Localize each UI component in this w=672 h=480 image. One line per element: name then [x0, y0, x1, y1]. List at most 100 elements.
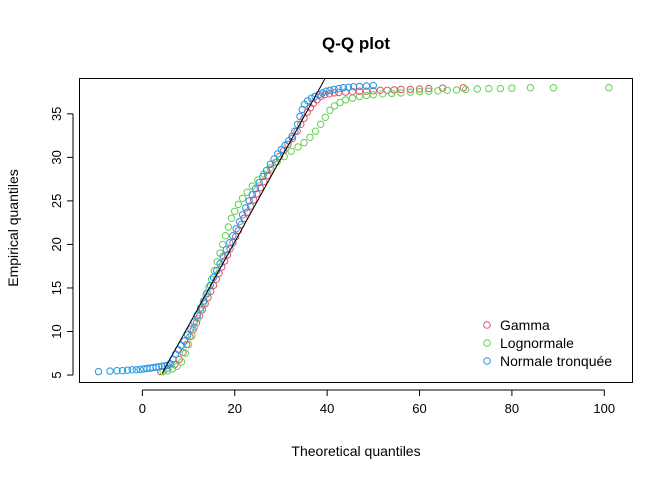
data-point	[132, 366, 141, 374]
data-point	[277, 145, 286, 154]
data-point	[188, 332, 196, 340]
data-point	[222, 246, 231, 254]
data-point	[322, 87, 330, 95]
data-point	[496, 84, 505, 93]
data-point	[266, 164, 274, 172]
x-tick-label: 0	[139, 401, 146, 416]
data-point	[318, 89, 327, 97]
legend-label: Lognormale	[500, 335, 574, 351]
data-point	[300, 114, 308, 122]
data-point	[304, 97, 312, 105]
data-point	[330, 102, 339, 110]
data-point	[274, 150, 282, 158]
data-point	[218, 263, 226, 271]
legend-marker	[483, 321, 491, 329]
data-point	[171, 360, 179, 369]
data-point	[311, 127, 320, 135]
data-point	[291, 127, 299, 135]
data-point	[259, 172, 267, 181]
data-point	[155, 363, 163, 371]
data-point	[335, 84, 343, 93]
data-point	[123, 366, 132, 374]
data-point	[321, 113, 329, 122]
data-point	[459, 84, 468, 92]
data-point	[248, 191, 257, 199]
data-point	[362, 91, 371, 100]
data-point	[235, 218, 244, 226]
data-point	[549, 84, 558, 92]
data-point	[177, 358, 186, 366]
data-point	[136, 365, 144, 374]
plot-area	[94, 79, 613, 376]
data-point	[326, 86, 334, 95]
data-point	[246, 202, 255, 210]
data-point	[203, 289, 211, 297]
data-point	[473, 85, 481, 93]
data-point	[234, 200, 243, 209]
data-point	[118, 367, 127, 375]
data-point	[238, 211, 247, 219]
data-point	[369, 91, 377, 99]
legend-label: Gamma	[500, 317, 550, 333]
y-axis-title: Empirical quantiles	[5, 169, 21, 287]
data-point	[240, 214, 248, 223]
data-point	[306, 133, 314, 142]
data-point	[250, 196, 258, 204]
data-point	[181, 349, 190, 357]
data-point	[128, 366, 136, 374]
y-tick-label: 15	[49, 281, 64, 295]
x-axis-title: Theoretical quantiles	[291, 443, 420, 459]
data-point	[219, 240, 227, 249]
data-point	[245, 197, 253, 205]
x-tick-label: 40	[320, 401, 334, 416]
y-tick-label: 25	[49, 194, 64, 208]
data-point	[229, 232, 237, 240]
data-point	[355, 92, 364, 101]
data-point	[210, 266, 219, 275]
data-point	[406, 85, 414, 94]
data-point	[190, 323, 199, 331]
data-point	[296, 112, 304, 121]
data-point	[425, 84, 433, 93]
data-point	[341, 96, 350, 104]
x-axis: 0 20 40 60 80 100	[139, 389, 615, 416]
y-tick-label: 30	[49, 150, 64, 164]
plot-border	[79, 78, 633, 383]
y-tick-label: 5	[49, 371, 64, 378]
y-tick-label: 35	[49, 107, 64, 121]
data-point	[485, 84, 493, 93]
data-point	[434, 87, 442, 95]
x-tick-label: 60	[412, 401, 426, 416]
data-point	[287, 147, 295, 156]
data-point	[183, 331, 192, 339]
data-point	[339, 84, 347, 92]
data-point	[362, 82, 371, 90]
data-point	[157, 367, 165, 376]
data-point	[443, 86, 451, 95]
data-point	[317, 92, 325, 101]
data-point	[369, 87, 377, 95]
data-point	[231, 207, 239, 216]
data-point	[152, 363, 160, 371]
data-point	[397, 85, 405, 94]
data-point	[255, 178, 263, 187]
data-point	[415, 87, 424, 96]
data-point	[300, 138, 308, 147]
data-point	[187, 325, 195, 333]
data-point	[263, 171, 272, 180]
x-tick-label: 80	[505, 401, 519, 416]
data-point	[113, 367, 121, 375]
data-point	[330, 85, 338, 94]
data-point	[262, 166, 271, 175]
reference-line	[161, 79, 326, 374]
data-point	[226, 239, 234, 247]
data-point	[508, 84, 516, 92]
data-point	[369, 81, 377, 90]
legend-label: Normale tronquée	[500, 353, 612, 369]
data-point	[526, 84, 535, 92]
data-point	[362, 87, 371, 95]
legend: Gamma Lognormale Normale tronquée	[483, 317, 612, 369]
data-point	[270, 155, 278, 163]
data-point	[180, 337, 189, 345]
